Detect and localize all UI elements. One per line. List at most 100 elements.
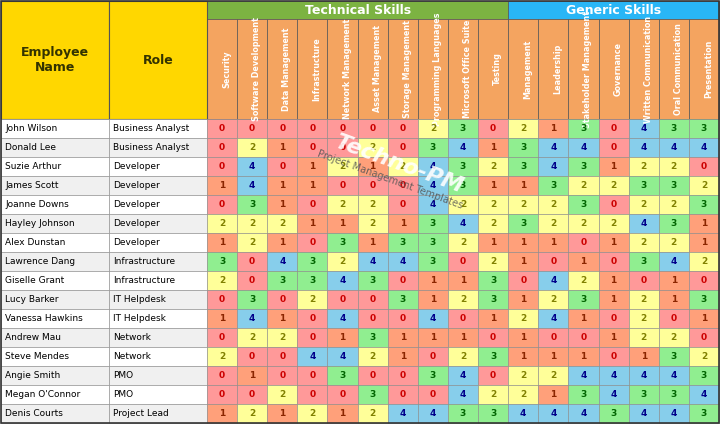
- Text: Business Analyst: Business Analyst: [113, 143, 189, 152]
- Text: 3: 3: [339, 238, 346, 247]
- Text: 2: 2: [369, 409, 376, 418]
- Bar: [358, 366, 387, 385]
- Bar: [207, 157, 237, 176]
- Bar: [328, 271, 358, 290]
- Bar: [207, 119, 237, 138]
- Text: 3: 3: [490, 295, 496, 304]
- Text: Developer: Developer: [113, 200, 160, 209]
- Text: 2: 2: [430, 124, 436, 133]
- Bar: [109, 119, 207, 138]
- Bar: [508, 119, 539, 138]
- Text: Programming Languages: Programming Languages: [433, 12, 442, 126]
- Bar: [109, 214, 207, 233]
- Text: Hayley Johnson: Hayley Johnson: [5, 219, 75, 228]
- Bar: [478, 138, 508, 157]
- Bar: [1, 195, 109, 214]
- Text: 2: 2: [490, 200, 496, 209]
- Bar: [629, 385, 659, 404]
- Text: Network Management: Network Management: [343, 19, 351, 119]
- Bar: [267, 119, 297, 138]
- Bar: [237, 19, 267, 119]
- Text: 0: 0: [611, 124, 616, 133]
- Bar: [237, 119, 267, 138]
- Bar: [1, 366, 109, 385]
- Text: 1: 1: [671, 276, 677, 285]
- Text: 0: 0: [279, 162, 285, 171]
- Text: 1: 1: [400, 352, 406, 361]
- Text: 0: 0: [310, 143, 315, 152]
- Bar: [328, 328, 358, 347]
- Text: 1: 1: [671, 295, 677, 304]
- Bar: [598, 138, 629, 157]
- Text: John Wilson: John Wilson: [5, 124, 58, 133]
- Text: 4: 4: [400, 409, 406, 418]
- Text: 2: 2: [520, 314, 526, 323]
- Text: 4: 4: [460, 143, 466, 152]
- Bar: [418, 233, 448, 252]
- Bar: [598, 271, 629, 290]
- Bar: [689, 404, 719, 423]
- Text: 0: 0: [249, 276, 255, 285]
- Text: 3: 3: [641, 181, 647, 190]
- Bar: [207, 214, 237, 233]
- Text: Management: Management: [523, 39, 532, 98]
- Text: 0: 0: [701, 162, 707, 171]
- Text: 4: 4: [580, 143, 587, 152]
- Text: 3: 3: [520, 219, 526, 228]
- Text: 3: 3: [249, 295, 256, 304]
- Text: 3: 3: [580, 162, 587, 171]
- Bar: [207, 385, 237, 404]
- Text: 3: 3: [310, 257, 315, 266]
- Text: 0: 0: [671, 314, 677, 323]
- Bar: [358, 157, 387, 176]
- Bar: [568, 290, 598, 309]
- Bar: [478, 252, 508, 271]
- Text: 2: 2: [279, 333, 285, 342]
- Text: 2: 2: [369, 219, 376, 228]
- Bar: [568, 385, 598, 404]
- Text: 2: 2: [550, 200, 557, 209]
- Text: 0: 0: [400, 390, 406, 399]
- Text: 4: 4: [550, 276, 557, 285]
- Text: 4: 4: [460, 219, 466, 228]
- Bar: [629, 271, 659, 290]
- Text: 4: 4: [611, 371, 617, 380]
- Bar: [267, 309, 297, 328]
- Text: 4: 4: [701, 390, 707, 399]
- Bar: [478, 195, 508, 214]
- Text: Megan O'Connor: Megan O'Connor: [5, 390, 80, 399]
- Text: 3: 3: [339, 371, 346, 380]
- Bar: [478, 19, 508, 119]
- Bar: [387, 233, 418, 252]
- Bar: [328, 252, 358, 271]
- Text: 2: 2: [550, 295, 557, 304]
- Bar: [1, 309, 109, 328]
- Text: 2: 2: [611, 219, 617, 228]
- Text: 2: 2: [671, 200, 677, 209]
- Text: 3: 3: [219, 257, 225, 266]
- Bar: [629, 366, 659, 385]
- Bar: [237, 271, 267, 290]
- Bar: [109, 385, 207, 404]
- Text: 4: 4: [641, 124, 647, 133]
- Text: 0: 0: [279, 295, 285, 304]
- Text: 2: 2: [339, 200, 346, 209]
- Text: 2: 2: [701, 181, 707, 190]
- Bar: [478, 233, 508, 252]
- Bar: [418, 347, 448, 366]
- Text: 0: 0: [611, 257, 616, 266]
- Text: 2: 2: [580, 276, 587, 285]
- Text: 4: 4: [701, 143, 707, 152]
- Text: 0: 0: [249, 352, 255, 361]
- Bar: [328, 119, 358, 138]
- Text: 2: 2: [310, 409, 315, 418]
- Text: 1: 1: [430, 276, 436, 285]
- Text: Microsoft Office Suite: Microsoft Office Suite: [463, 20, 472, 118]
- Bar: [358, 214, 387, 233]
- Text: 1: 1: [611, 295, 617, 304]
- Text: 2: 2: [671, 238, 677, 247]
- Text: 3: 3: [490, 276, 496, 285]
- Bar: [659, 19, 689, 119]
- Bar: [207, 366, 237, 385]
- Text: 2: 2: [279, 219, 285, 228]
